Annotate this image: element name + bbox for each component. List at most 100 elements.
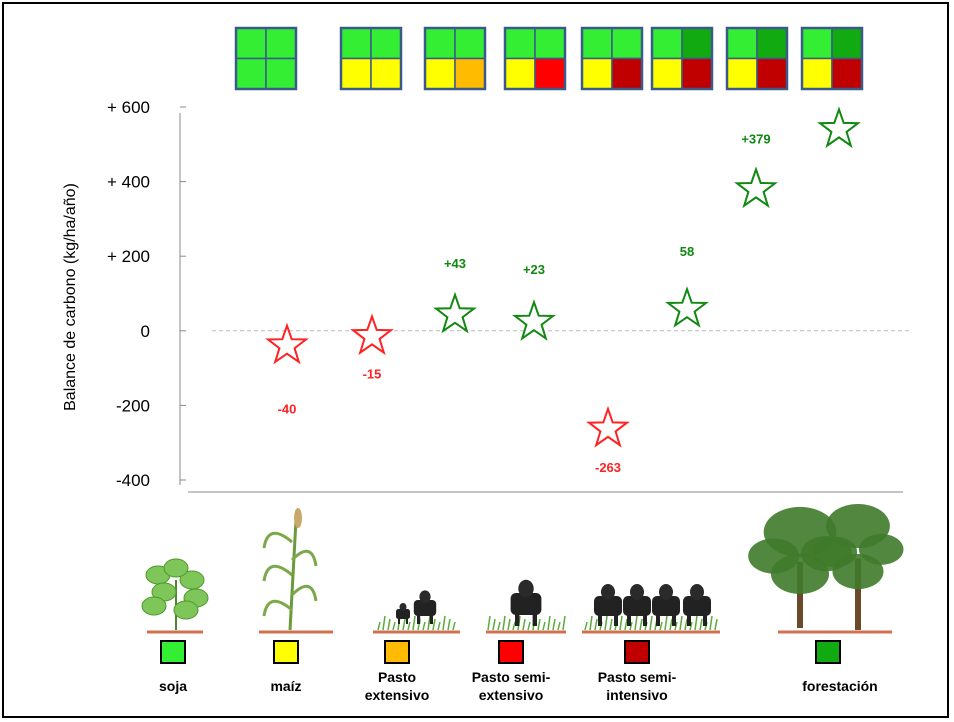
cow-body	[510, 593, 542, 615]
rotation-grid-border	[339, 26, 403, 91]
rotation-grid-cell	[235, 57, 267, 90]
category-label: Pasto semi-	[472, 669, 551, 685]
grass-blade	[624, 618, 628, 631]
y-tick-label: 0	[141, 322, 150, 341]
rotation-grid-cell	[454, 27, 486, 60]
rotation-grid-icon	[234, 26, 298, 91]
y-tick-label: + 600	[107, 98, 150, 117]
grass-blade	[422, 621, 426, 631]
data-point-star	[817, 106, 861, 149]
data-label: -15	[363, 366, 382, 381]
soybean-plant-icon	[141, 558, 209, 630]
grass-blade	[639, 618, 643, 631]
rotation-grid-cell	[504, 27, 536, 60]
tree-trunk	[855, 558, 861, 630]
leaf	[262, 564, 293, 582]
data-label: -40	[278, 402, 297, 417]
category-label: Pasto	[378, 669, 416, 685]
rotation-grid-icon	[339, 26, 403, 91]
cow-leg	[656, 614, 660, 626]
grass-blade	[679, 615, 683, 631]
rotation-grid-icon	[423, 26, 487, 91]
cow-body	[594, 596, 622, 616]
grass-blade	[709, 615, 713, 631]
rotation-grid-icon	[800, 26, 864, 91]
rotation-grid-cell	[831, 57, 863, 90]
rotation-grid-border	[800, 26, 864, 91]
grass-blade	[387, 618, 391, 631]
rotation-grid-cell	[504, 57, 536, 90]
rotation-grid-icon	[725, 26, 789, 91]
rotation-grid-cell	[801, 27, 833, 60]
grass-blade	[437, 621, 441, 631]
grass-icon	[487, 615, 566, 631]
y-tick-label: + 200	[107, 247, 150, 266]
grass-blade	[487, 615, 491, 631]
grass-blade	[452, 621, 456, 631]
grass-blade	[584, 621, 588, 631]
grass-blade	[392, 621, 396, 631]
rotation-grid-cell	[534, 57, 566, 90]
category-label: maíz	[270, 678, 301, 694]
data-label: -263	[595, 460, 621, 475]
rotation-grid-cell	[370, 57, 402, 90]
grass-blade	[694, 615, 698, 631]
category-swatch	[815, 640, 841, 664]
leaf	[173, 600, 199, 620]
grass-blade	[382, 615, 386, 631]
rotation-grid-cell	[370, 27, 402, 60]
tree-foliage	[770, 553, 830, 595]
data-point-star	[665, 286, 709, 328]
cow-body	[652, 596, 680, 616]
category-swatch	[273, 640, 299, 664]
cow-leg	[532, 612, 537, 626]
grass-blade	[492, 618, 496, 631]
cow-leg	[614, 614, 618, 626]
tree-trunk	[797, 562, 803, 628]
category-swatch	[624, 640, 650, 664]
cow-icon	[683, 584, 711, 626]
leaf	[163, 558, 189, 578]
cow-leg	[398, 618, 400, 624]
rotation-grid-cell	[454, 57, 486, 90]
tassel	[294, 508, 302, 528]
data-point-star	[350, 313, 394, 356]
rotation-grid-icon	[650, 26, 714, 91]
grass-blade	[659, 621, 663, 631]
data-label: +379	[741, 131, 770, 146]
grass-blade	[684, 618, 688, 631]
category-label: intensivo	[606, 687, 667, 703]
cow-head	[419, 590, 431, 604]
grass-blade	[527, 621, 531, 631]
grass-blade	[557, 621, 561, 631]
leaf	[290, 549, 318, 567]
grass-blade	[402, 618, 406, 631]
rotation-grid-cell	[534, 27, 566, 60]
rotation-grid-border	[423, 26, 487, 91]
rotation-grid-cell	[756, 57, 788, 90]
tree-icon	[812, 503, 904, 630]
cow-icon	[623, 584, 651, 626]
cow-leg	[598, 614, 602, 626]
y-tick-label: + 400	[107, 173, 150, 192]
cow-leg	[703, 614, 707, 626]
cow-icon	[510, 579, 542, 626]
cow-head	[690, 584, 704, 600]
rotation-grid-cell	[726, 27, 758, 60]
grass-blade	[552, 618, 556, 631]
category-label: soja	[159, 678, 187, 694]
grass-icon	[377, 615, 456, 631]
leaf	[262, 531, 293, 549]
grass-blade	[502, 615, 506, 631]
data-point-star	[734, 166, 778, 209]
y-tick-label: -200	[116, 396, 150, 415]
grass-blade	[547, 615, 551, 631]
cow-icon	[594, 584, 622, 626]
grass-blade	[589, 615, 593, 631]
data-point-star	[433, 291, 477, 334]
rotation-grid-cell	[340, 27, 372, 60]
data-point-star	[265, 322, 309, 365]
category-label: extensivo	[479, 687, 544, 703]
cow-head	[659, 584, 673, 600]
